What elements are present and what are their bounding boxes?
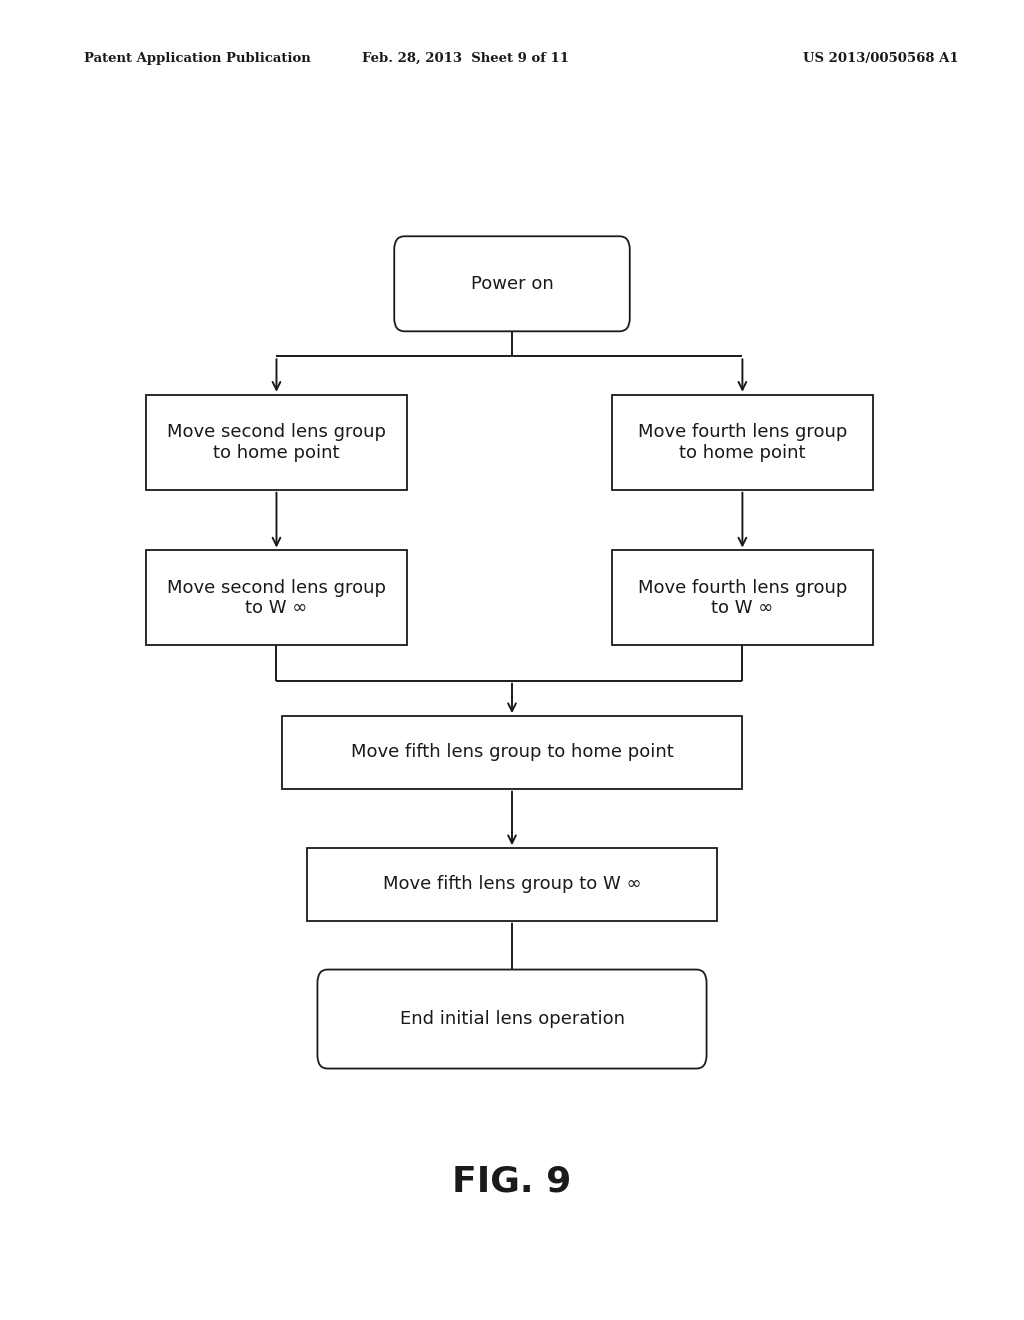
Text: Move fourth lens group
to W ∞: Move fourth lens group to W ∞ bbox=[638, 578, 847, 618]
FancyBboxPatch shape bbox=[394, 236, 630, 331]
Text: Power on: Power on bbox=[471, 275, 553, 293]
Text: Move fifth lens group to home point: Move fifth lens group to home point bbox=[350, 743, 674, 762]
Text: US 2013/0050568 A1: US 2013/0050568 A1 bbox=[803, 51, 958, 65]
Text: Move fifth lens group to W ∞: Move fifth lens group to W ∞ bbox=[383, 875, 641, 894]
Bar bbox=[611, 395, 872, 490]
Text: FIG. 9: FIG. 9 bbox=[453, 1164, 571, 1199]
Bar bbox=[282, 715, 742, 789]
Bar bbox=[611, 550, 872, 645]
Text: Move second lens group
to W ∞: Move second lens group to W ∞ bbox=[167, 578, 386, 618]
Text: Move fourth lens group
to home point: Move fourth lens group to home point bbox=[638, 422, 847, 462]
Bar bbox=[307, 849, 717, 921]
FancyBboxPatch shape bbox=[317, 969, 707, 1069]
Text: Move second lens group
to home point: Move second lens group to home point bbox=[167, 422, 386, 462]
Bar bbox=[146, 395, 408, 490]
Bar bbox=[146, 550, 408, 645]
Text: Feb. 28, 2013  Sheet 9 of 11: Feb. 28, 2013 Sheet 9 of 11 bbox=[362, 51, 569, 65]
Text: Patent Application Publication: Patent Application Publication bbox=[84, 51, 310, 65]
Text: End initial lens operation: End initial lens operation bbox=[399, 1010, 625, 1028]
